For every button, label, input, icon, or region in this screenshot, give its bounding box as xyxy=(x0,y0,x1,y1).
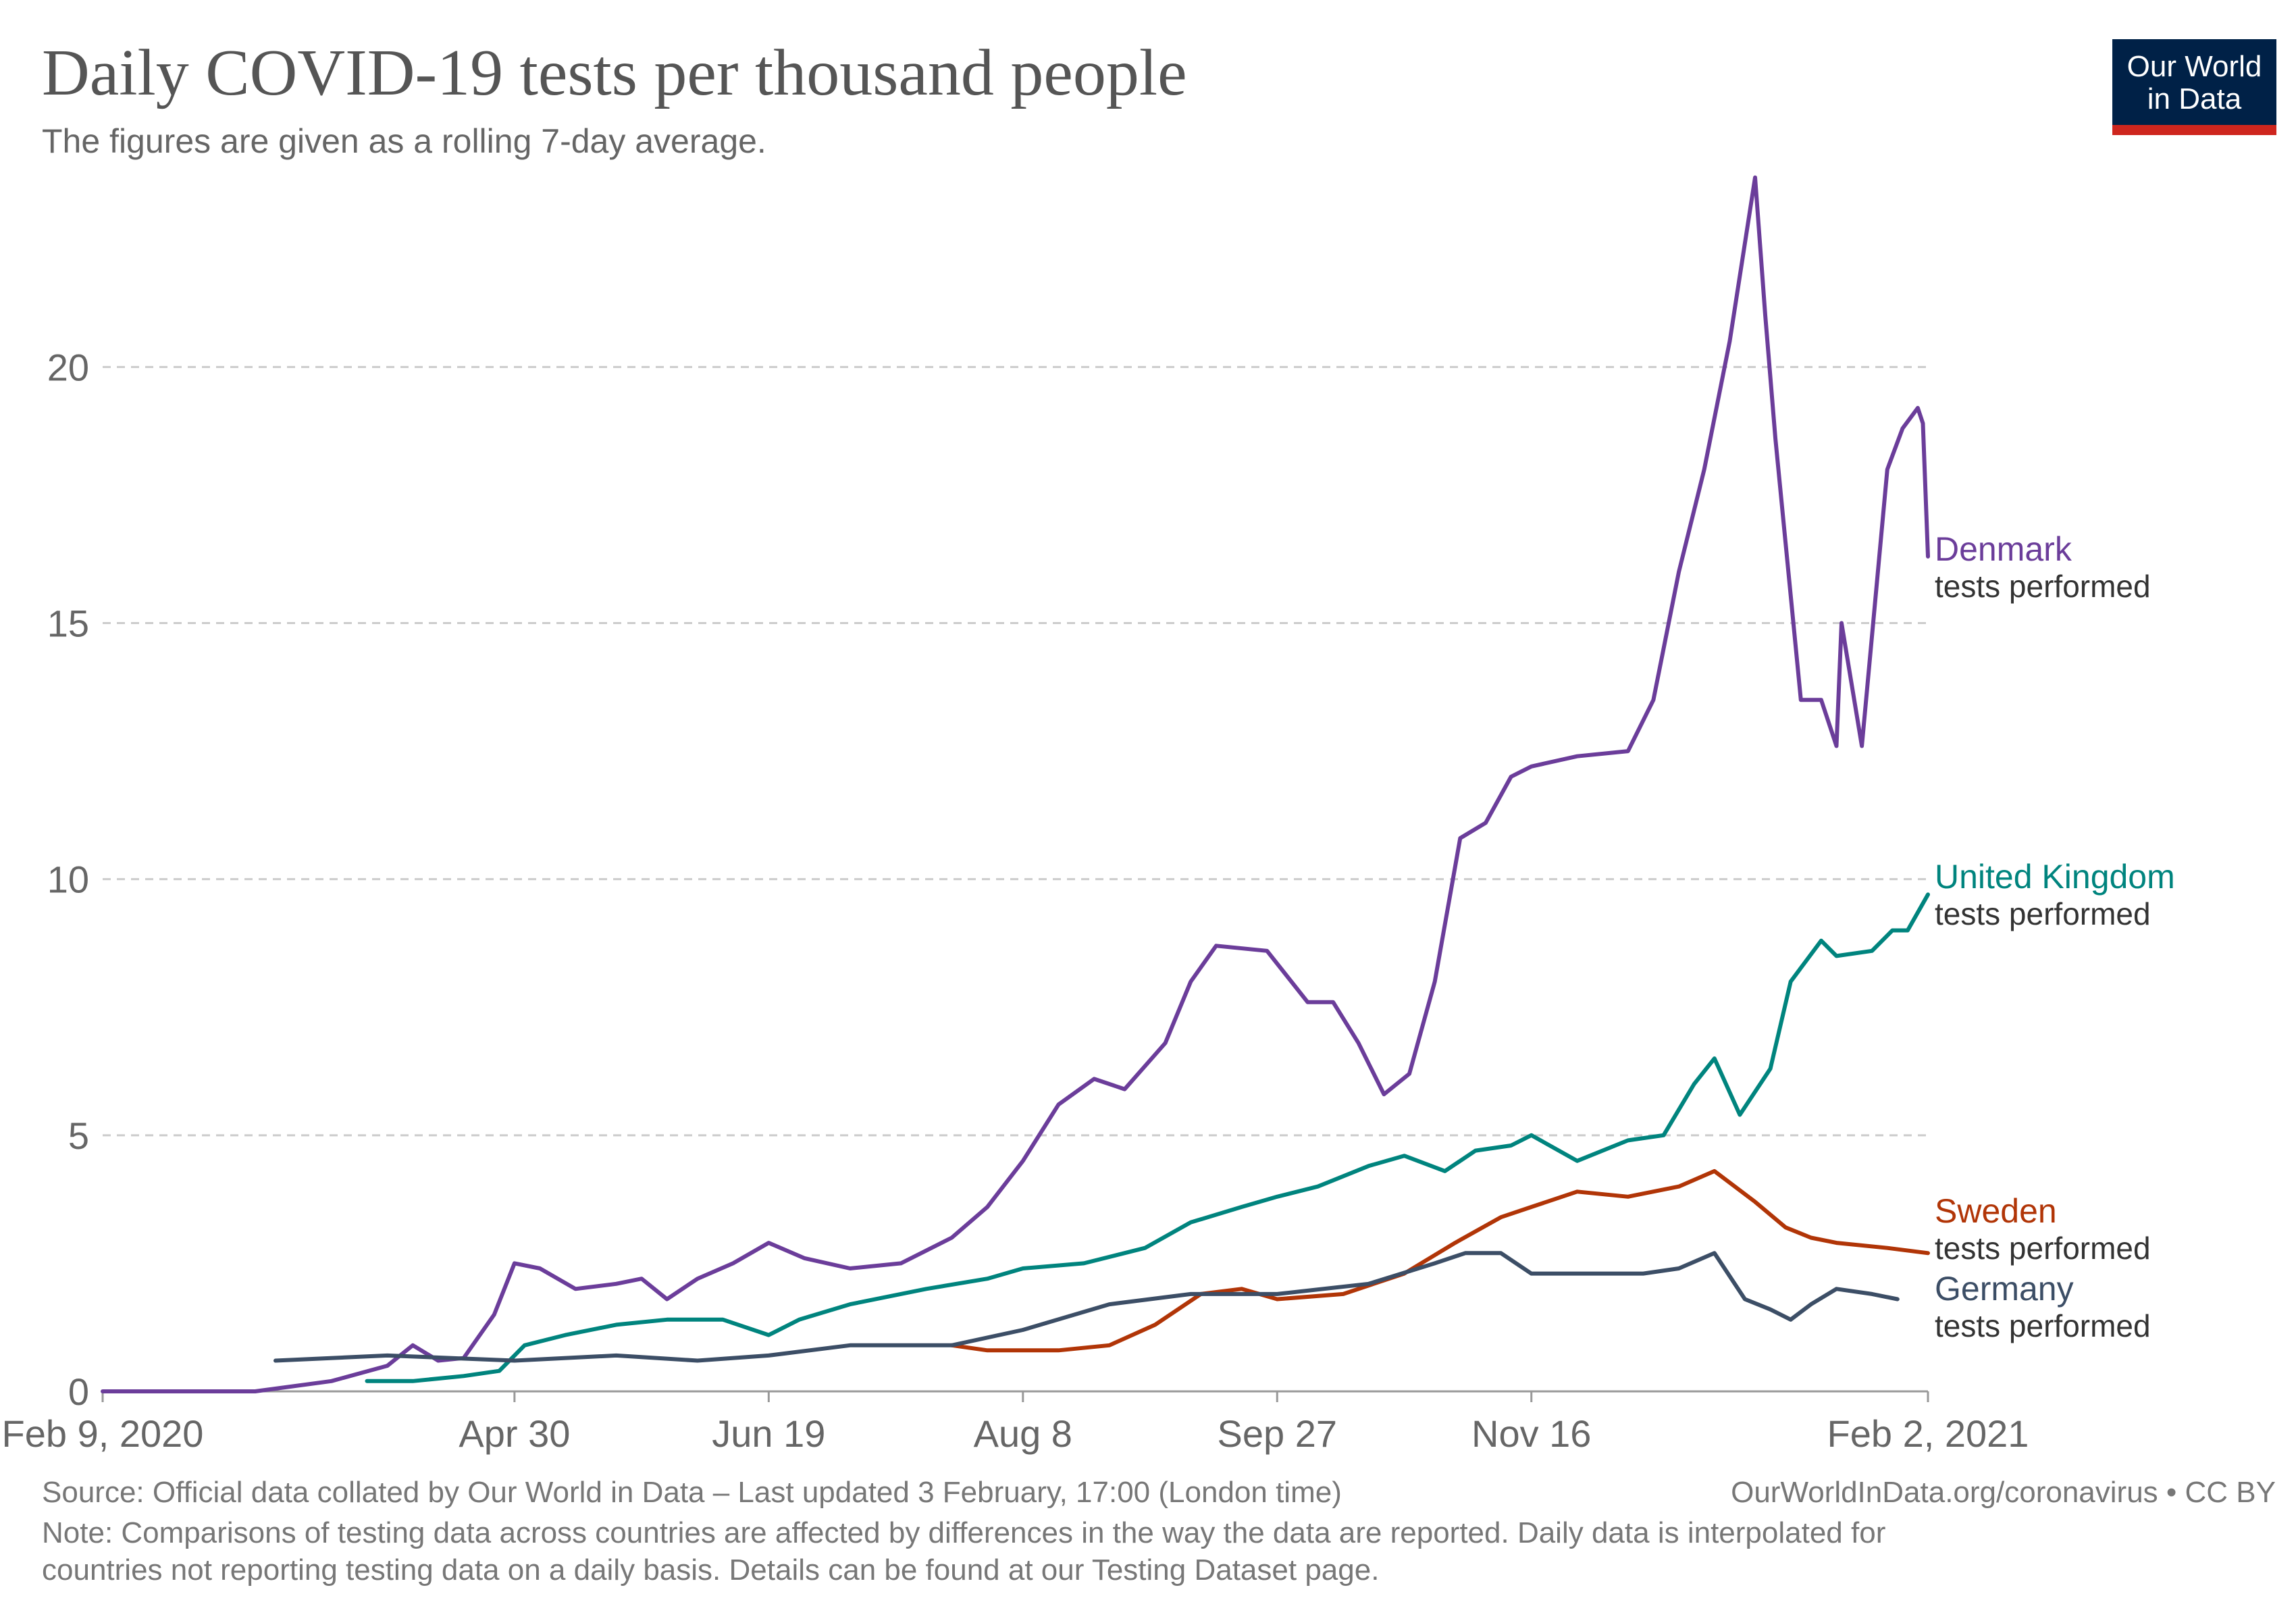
series-layer xyxy=(101,175,1930,1393)
grid-layer xyxy=(101,365,1929,1402)
x-tick-label: Nov 16 xyxy=(1471,1412,1591,1455)
series-label: United Kingdom xyxy=(1935,858,2175,896)
y-tick-label: 15 xyxy=(47,602,89,645)
series-sublabel: tests performed xyxy=(1935,569,2151,604)
x-tick-label: Feb 9, 2020 xyxy=(2,1412,204,1455)
source-text: Source: Official data collated by Our Wo… xyxy=(42,1476,1342,1509)
series-label: Denmark xyxy=(1935,530,2072,568)
note-line-1: Note: Comparisons of testing data across… xyxy=(42,1516,1886,1549)
series-line-denmark[interactable] xyxy=(101,175,1930,1393)
y-tick-label: 0 xyxy=(68,1370,89,1413)
x-tick-label: Apr 30 xyxy=(459,1412,570,1455)
y-tick-label: 20 xyxy=(47,346,89,388)
series-label: Sweden xyxy=(1935,1192,2057,1230)
y-tick-label: 5 xyxy=(68,1114,89,1157)
x-tick-label: Feb 2, 2021 xyxy=(1827,1412,2029,1455)
note-line-2: countries not reporting testing data on … xyxy=(42,1553,1380,1587)
y-tick-label: 10 xyxy=(47,858,89,901)
series-sublabel: tests performed xyxy=(1935,1308,2151,1343)
chart-subtitle: The figures are given as a rolling 7-day… xyxy=(42,122,766,160)
series-label: Germany xyxy=(1935,1270,2074,1308)
series-sublabel: tests performed xyxy=(1935,896,2151,931)
x-tick-label: Sep 27 xyxy=(1218,1412,1338,1455)
x-tick-label: Aug 8 xyxy=(974,1412,1072,1455)
series-line-germany[interactable] xyxy=(273,1251,1900,1363)
logo-stripe xyxy=(2112,125,2276,135)
series-line-united-kingdom[interactable] xyxy=(365,892,1930,1383)
label-layer: 0 5 10 15 20 Feb 9, 2020 Apr 30 Jun 19 Aug 8 Sep … xyxy=(2,346,2175,1455)
chart-title: Daily COVID-19 tests per thousand people xyxy=(42,36,1187,109)
owid-logo[interactable]: Our World in Data xyxy=(2112,39,2276,135)
site-link[interactable]: OurWorldInData.org/coronavirus • CC BY xyxy=(1731,1476,2276,1509)
series-sublabel: tests performed xyxy=(1935,1231,2151,1266)
logo-line-1: Our World xyxy=(2127,50,2262,83)
logo-line-2: in Data xyxy=(2147,82,2242,115)
series-line-sweden[interactable] xyxy=(949,1168,1930,1353)
x-tick-label: Jun 19 xyxy=(712,1412,825,1455)
